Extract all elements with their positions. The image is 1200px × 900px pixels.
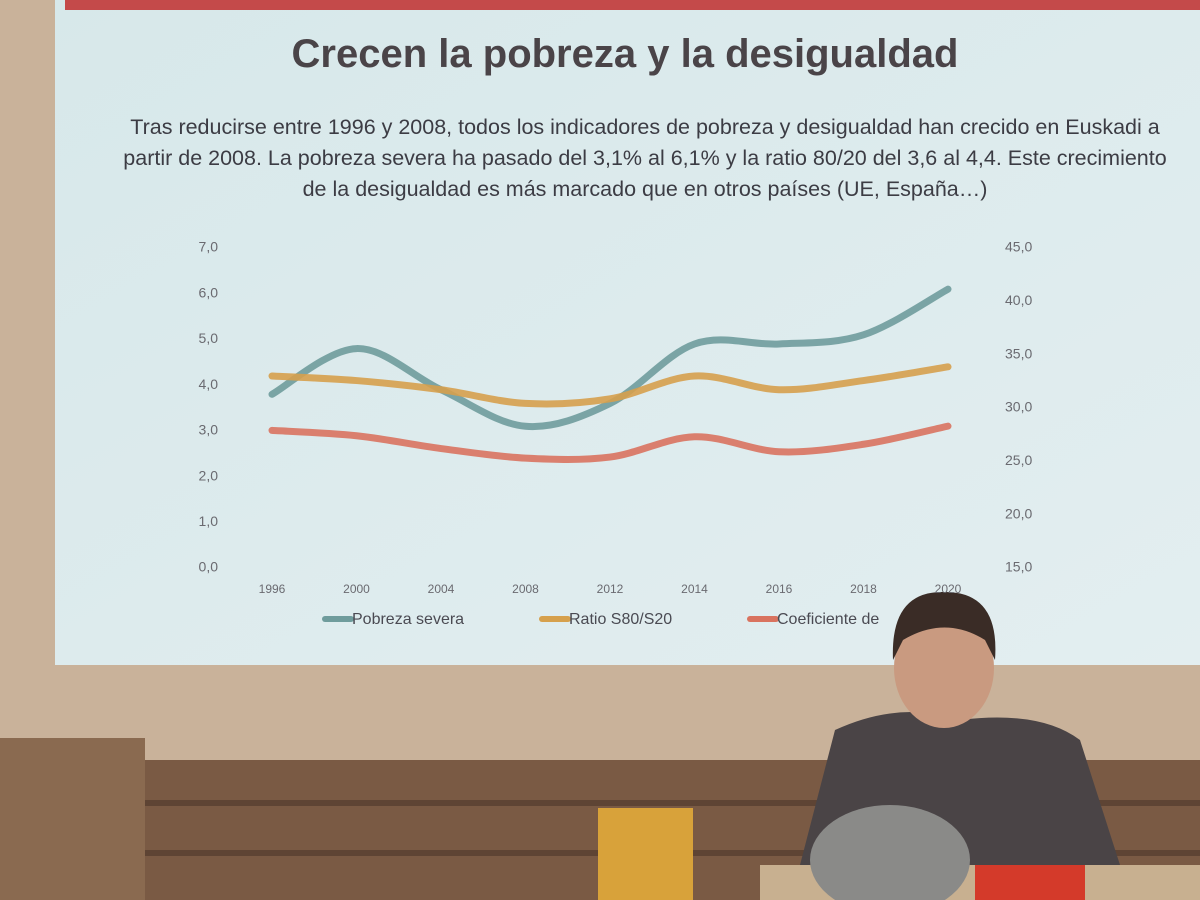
y-tick-label: 7,0 [199,239,219,255]
x-tick-label: 2014 [681,582,708,596]
x-tick-label: 2016 [766,582,793,596]
series-line [268,363,952,408]
x-tick-label: 2020 [935,582,962,596]
y-tick-label: 2,0 [199,467,219,483]
speaker [800,591,1120,900]
y2-tick-label: 30,0 [1005,399,1032,415]
x-tick-label: 1996 [259,582,286,596]
chart-subtitle: Tras reducirse entre 1996 y 2008, todos … [123,115,1167,201]
slide [55,0,1200,665]
x-tick-label: 2004 [428,582,455,596]
legend-label: Ratio S80/S20 [569,611,672,628]
y2-tick-label: 20,0 [1005,505,1032,521]
series-line [268,285,952,431]
x-tick-label: 2000 [343,582,370,596]
y-tick-label: 0,0 [199,559,219,575]
series-line [268,422,952,463]
y2-tick-label: 40,0 [1005,292,1032,308]
y-tick-label: 5,0 [199,330,219,346]
x-tick-label: 2008 [512,582,539,596]
y2-tick-label: 25,0 [1005,452,1032,468]
y2-tick-label: 35,0 [1005,345,1032,361]
y-tick-label: 1,0 [199,513,219,529]
y-tick-label: 3,0 [199,422,219,438]
y-tick-label: 6,0 [199,284,219,300]
y-tick-label: 4,0 [199,376,219,392]
y2-tick-label: 45,0 [1005,239,1032,255]
legend-label: Pobreza severa [352,611,464,628]
y2-tick-label: 15,0 [1005,559,1032,575]
x-tick-label: 2012 [597,582,624,596]
x-tick-label: 2018 [850,582,877,596]
legend-label: Coeficiente de [777,611,879,628]
chart-title: Crecen la pobreza y la desigualdad [291,32,959,76]
